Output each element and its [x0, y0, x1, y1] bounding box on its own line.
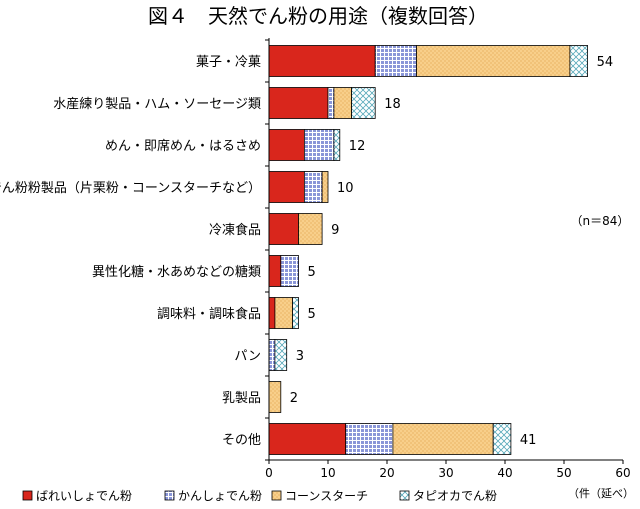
bar-segment-3-1	[351, 87, 376, 119]
total-label: 10	[337, 181, 354, 196]
bar-segment-1-3	[303, 171, 323, 203]
bar-segment-1-7	[268, 339, 276, 371]
bar-segment-1-5	[280, 255, 299, 287]
category-label: 菓子・冷菓	[196, 55, 261, 70]
bar-segment-1-0	[374, 45, 417, 77]
legend-swatch-1	[164, 490, 175, 501]
x-tick-label: 30	[438, 466, 453, 480]
x-tick-label: 0	[265, 466, 273, 480]
bar-segment-2-0	[416, 45, 571, 77]
legend-swatch-3	[399, 490, 410, 501]
legend: ばれいしょでん粉 かんしょでん粉 コーンスターチ タピオカでん粉	[22, 489, 497, 503]
bar-segment-0-2	[268, 129, 305, 161]
bar-segment-0-5	[268, 255, 282, 287]
chart-title: 図４ 天然でん粉の用途（複数回答）	[148, 4, 488, 28]
bar-segment-3-6	[292, 297, 299, 329]
bar-segment-2-9	[392, 423, 494, 455]
category-label: 水産練り製品・ハム・ソーセージ類	[53, 96, 261, 112]
total-label: 5	[308, 307, 316, 322]
bar-segment-1-2	[303, 129, 335, 161]
category-label: パン	[234, 349, 261, 364]
total-label: 41	[520, 433, 537, 448]
legend-label-1: かんしょでん粉	[178, 489, 262, 503]
bar-segment-2-4	[298, 213, 323, 245]
category-label: 異性化糖・水あめなどの糖類	[92, 264, 261, 280]
total-label: 2	[290, 391, 298, 406]
bar-segment-0-0	[268, 45, 376, 77]
bar-segment-0-3	[268, 171, 305, 203]
bar-segment-0-6	[268, 297, 276, 329]
bar-segment-1-9	[345, 423, 394, 455]
x-axis-unit: （件（延べ）	[568, 487, 634, 500]
total-label: 3	[296, 349, 304, 364]
bar-segment-2-8	[268, 381, 282, 413]
category-label: 調味料・調味食品	[157, 306, 261, 322]
category-label: 乳製品	[222, 391, 261, 406]
x-tick-label: 50	[556, 466, 571, 480]
category-label: めん・即席めん・はるさめ	[105, 138, 261, 154]
legend-label-0: ばれいしょでん粉	[36, 489, 132, 503]
legend-label-2: コーンスターチ	[285, 489, 368, 503]
bar-segment-0-4	[268, 213, 299, 245]
total-label: 5	[308, 265, 316, 280]
plot-bars	[268, 45, 589, 455]
x-tick-label: 40	[497, 466, 512, 480]
bar-segment-2-6	[274, 297, 293, 329]
total-label: 12	[349, 139, 366, 154]
x-tick-label: 20	[379, 466, 394, 480]
total-label: 9	[331, 223, 339, 238]
x-tick-label: 60	[615, 466, 630, 480]
category-label: 冷凍食品	[209, 222, 261, 238]
bar-segment-3-2	[333, 129, 341, 161]
category-labels: 菓子・冷菓水産練り製品・ハム・ソーセージ類めん・即席めん・はるさめでん粉粉製品（…	[0, 55, 261, 448]
bar-segment-0-1	[268, 87, 329, 119]
bar-segment-1-1	[327, 87, 335, 119]
total-label: 18	[384, 97, 401, 112]
category-label: その他	[222, 433, 261, 448]
x-tick-label: 10	[320, 466, 335, 480]
bar-segment-2-3	[321, 171, 329, 203]
bar-segment-2-1	[333, 87, 352, 119]
legend-swatch-0	[22, 490, 33, 501]
legend-swatch-2	[271, 490, 282, 501]
total-label: 54	[597, 55, 614, 70]
x-axis: 0 10 20 30 40 50 60	[265, 38, 631, 480]
category-label: でん粉粉製品（片栗粉・コーンスターチなど）	[0, 181, 261, 196]
total-labels: 54 18 12 10 9 5 5 3 2 41	[290, 55, 613, 448]
bar-segment-0-9	[268, 423, 347, 455]
bar-segment-3-0	[569, 45, 589, 77]
bar-segment-3-9	[492, 423, 512, 455]
legend-label-3: タピオカでん粉	[413, 489, 497, 503]
bar-segment-3-7	[274, 339, 288, 371]
sample-size-note: （n＝84）	[571, 214, 630, 228]
